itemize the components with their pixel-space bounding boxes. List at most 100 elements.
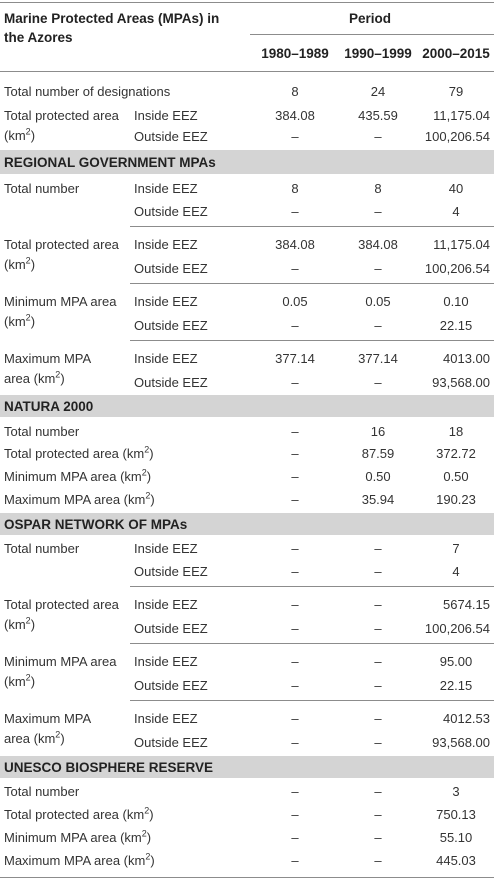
section-band-ospar xyxy=(0,513,494,535)
cell: – xyxy=(374,541,382,556)
row-label-min-unit: (km2) xyxy=(4,312,36,329)
cell: – xyxy=(374,711,382,726)
row-label-total-number: Total number xyxy=(4,424,80,439)
cell: 79 xyxy=(448,84,464,99)
table-bottom-rule xyxy=(0,877,494,878)
cell: 0.10 xyxy=(443,294,469,309)
cell: 8 xyxy=(291,84,299,99)
cell: – xyxy=(291,318,299,333)
cell: – xyxy=(291,492,299,507)
cell: – xyxy=(374,654,382,669)
section-band-natura xyxy=(0,395,494,417)
cell: 4 xyxy=(452,204,460,219)
section-band-regional xyxy=(0,150,494,174)
row-label-area-unit: (km2) xyxy=(4,255,36,272)
cell: – xyxy=(291,735,299,750)
cell: 0.05 xyxy=(282,294,308,309)
cell: 4012.53 xyxy=(443,711,490,726)
cell: – xyxy=(374,204,382,219)
cell: – xyxy=(374,784,382,799)
header-col-1980: 1980–1989 xyxy=(261,46,329,61)
section-title-ospar: OSPAR NETWORK OF MPAs xyxy=(4,517,188,532)
cell: – xyxy=(291,469,299,484)
cell: 8 xyxy=(291,181,299,196)
row-label-min: Minimum MPA area xyxy=(4,294,117,309)
section-band-unesco xyxy=(0,756,494,778)
row-label-min: Minimum MPA area (km2) xyxy=(4,467,152,484)
sub-label-inside: Inside EEZ xyxy=(134,181,198,196)
header-bottom-rule xyxy=(0,71,494,72)
cell: 93,568.00 xyxy=(432,375,490,390)
cell: 377.14 xyxy=(358,351,398,366)
cell: 22.15 xyxy=(439,678,473,693)
cell: – xyxy=(291,375,299,390)
period-rule xyxy=(250,34,494,35)
cell: 40 xyxy=(448,181,464,196)
row-label-max-unit: area (km2) xyxy=(4,729,65,746)
group-rule xyxy=(130,643,494,644)
sub-label-inside: Inside EEZ xyxy=(134,654,198,669)
section-title-unesco: UNESCO BIOSPHERE RESERVE xyxy=(4,760,214,775)
row-label-area: Total protected area xyxy=(4,237,119,252)
group-rule xyxy=(130,586,494,587)
cell: 0.50 xyxy=(443,469,469,484)
cell: 384.08 xyxy=(275,237,315,252)
cell: 445.03 xyxy=(436,853,476,868)
row-label-total-number: Total number xyxy=(4,784,80,799)
cell: 16 xyxy=(370,424,386,439)
row-label-max: Maximum MPA xyxy=(4,351,92,366)
section-title-natura: NATURA 2000 xyxy=(4,399,94,414)
cell: 377.14 xyxy=(275,351,315,366)
row-label-total-number: Total number xyxy=(4,181,80,196)
cell: – xyxy=(291,541,299,556)
sub-label-inside: Inside EEZ xyxy=(134,108,198,123)
cell: 100,206.54 xyxy=(424,129,490,144)
table-top-rule xyxy=(0,2,494,3)
row-label-min-unit: (km2) xyxy=(4,672,36,689)
cell: 7 xyxy=(452,541,460,556)
group-rule xyxy=(130,340,494,341)
cell: – xyxy=(291,621,299,636)
row-label-area-unit: (km2) xyxy=(4,126,36,143)
cell: 3 xyxy=(452,784,460,799)
cell: – xyxy=(291,711,299,726)
cell: – xyxy=(374,830,382,845)
row-label-min: Minimum MPA area (km2) xyxy=(4,828,152,845)
group-rule xyxy=(130,226,494,227)
header-title-line1: Marine Protected Areas (MPAs) in xyxy=(4,11,220,26)
row-label-total-number: Total number xyxy=(4,541,80,556)
cell: – xyxy=(374,597,382,612)
cell: 55.10 xyxy=(439,830,473,845)
cell: 93,568.00 xyxy=(432,735,490,750)
cell: 87.59 xyxy=(361,446,395,461)
header-col-1990: 1990–1999 xyxy=(344,46,412,61)
cell: – xyxy=(291,129,299,144)
cell: – xyxy=(374,318,382,333)
cell: 435.59 xyxy=(358,108,398,123)
row-label-area-unit: (km2) xyxy=(4,615,36,632)
cell: – xyxy=(374,735,382,750)
row-label-area: Total protected area (km2) xyxy=(4,805,154,822)
cell: 35.94 xyxy=(361,492,395,507)
sub-label-outside: Outside EEZ xyxy=(134,318,208,333)
cell: – xyxy=(291,261,299,276)
cell: 190.23 xyxy=(436,492,476,507)
sub-label-outside: Outside EEZ xyxy=(134,564,208,579)
cell: 372.72 xyxy=(436,446,476,461)
cell: 100,206.54 xyxy=(424,621,490,636)
row-label-area: Total protected area (km2) xyxy=(4,444,154,461)
row-label-max: Maximum MPA xyxy=(4,711,92,726)
cell: – xyxy=(374,261,382,276)
cell: – xyxy=(291,784,299,799)
row-label-max: Maximum MPA area (km2) xyxy=(4,490,155,507)
cell: 0.05 xyxy=(365,294,391,309)
sub-label-outside: Outside EEZ xyxy=(134,735,208,750)
cell: 4013.00 xyxy=(443,351,490,366)
row-label-designations: Total number of designations xyxy=(4,84,171,99)
cell: – xyxy=(374,853,382,868)
cell: 22.15 xyxy=(439,318,473,333)
cell: 5674.15 xyxy=(443,597,490,612)
sub-label-inside: Inside EEZ xyxy=(134,711,198,726)
cell: – xyxy=(374,678,382,693)
